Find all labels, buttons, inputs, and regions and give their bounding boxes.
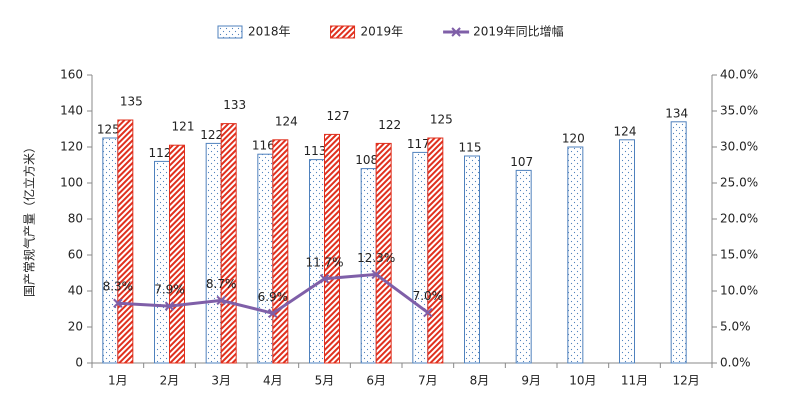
y-tick-label: 0 [75,356,83,370]
bar [360,168,377,364]
bar [257,153,274,364]
x-tick-label: 11月 [621,374,648,388]
x-tick-label: 2月 [160,374,180,388]
bar [427,137,444,364]
y2-tick-label: 25.0% [720,176,758,190]
bar [375,142,392,364]
x-tick-label: 10月 [569,374,596,388]
bar-value-label: 124 [614,124,637,138]
y-tick-label: 120 [60,140,83,154]
line-value-label: 12.3% [357,251,395,265]
x-tick-label: 5月 [315,374,335,388]
y-tick-label: 100 [60,176,83,190]
x-tick-label: 9月 [521,374,541,388]
bar-value-label: 107 [510,155,533,169]
y2-tick-label: 30.0% [720,140,758,154]
y2-tick-label: 40.0% [720,68,758,82]
legend-swatch [330,25,356,39]
bar-value-label: 113 [304,144,327,158]
y-tick-label: 20 [68,320,83,334]
bar [619,139,635,364]
bar [169,144,185,364]
y2-tick-label: 20.0% [720,212,758,226]
y2-tick-label: 15.0% [720,248,758,262]
bar [102,137,119,364]
legend-label: 2019年同比增幅 [473,24,564,39]
bar-value-label: 134 [665,106,688,120]
y-tick-label: 160 [60,68,83,82]
line-value-label: 11.7% [305,255,343,269]
line-value-label: 6.9% [258,290,289,304]
line-marker [216,295,226,306]
x-tick-label: 7月 [418,374,438,388]
y-axis-label: 国产常规气产量（亿立方米） [22,141,37,297]
x-tick-label: 3月 [211,374,231,388]
bar-value-label: 116 [252,139,275,153]
bar-value-label: 125 [430,113,453,127]
x-tick-label: 6月 [366,374,386,388]
line-marker [423,307,433,318]
x-tick-label: 12月 [673,374,700,388]
y-tick-label: 60 [68,248,83,262]
x-tick-label: 1月 [108,374,128,388]
bar-value-label: 135 [120,95,143,109]
bar-value-label: 117 [407,137,430,151]
bar [154,160,170,364]
bar-value-label: 125 [97,123,120,137]
legend-swatch [217,25,243,39]
legend-label: 2018年 [248,25,291,39]
y2-tick-label: 0.0% [720,356,751,370]
line-value-label: 7.0% [413,289,444,303]
bar-value-label: 120 [562,132,585,146]
bar [670,121,687,364]
line-value-label: 7.9% [154,283,185,297]
y-tick-label: 140 [60,104,83,118]
y2-tick-label: 35.0% [720,104,758,118]
bar-value-label: 122 [378,118,401,132]
bar-value-label: 127 [327,109,350,123]
line-value-label: 8.3% [103,280,134,294]
bar [220,123,237,364]
bar-value-label: 115 [459,141,482,155]
bar [567,146,584,364]
bar-value-label: 112 [149,146,172,160]
bar-value-label: 108 [355,153,378,167]
line-marker [113,298,123,308]
bar [117,119,134,364]
line-marker [268,308,278,319]
x-tick-label: 4月 [263,374,283,388]
line-value-label: 8.7% [206,277,237,291]
line-marker [371,269,381,280]
bar [412,151,429,364]
line-marker [319,274,330,284]
x-tick-label: 8月 [470,374,490,388]
bar-value-label: 121 [172,120,195,134]
y-tick-label: 40 [68,284,83,298]
bar [464,155,480,364]
bar-value-label: 133 [223,98,246,112]
y-tick-label: 80 [68,212,83,226]
bar [324,133,340,364]
legend-label: 2019年 [361,25,404,39]
bar [515,169,532,364]
bar [205,142,222,364]
y2-tick-label: 10.0% [720,284,758,298]
line-marker [164,301,175,311]
bar-value-label: 124 [275,114,298,128]
legend-marker [451,27,461,37]
bar [272,139,289,364]
y2-tick-label: 5.0% [720,320,751,334]
bar-value-label: 122 [200,128,223,142]
